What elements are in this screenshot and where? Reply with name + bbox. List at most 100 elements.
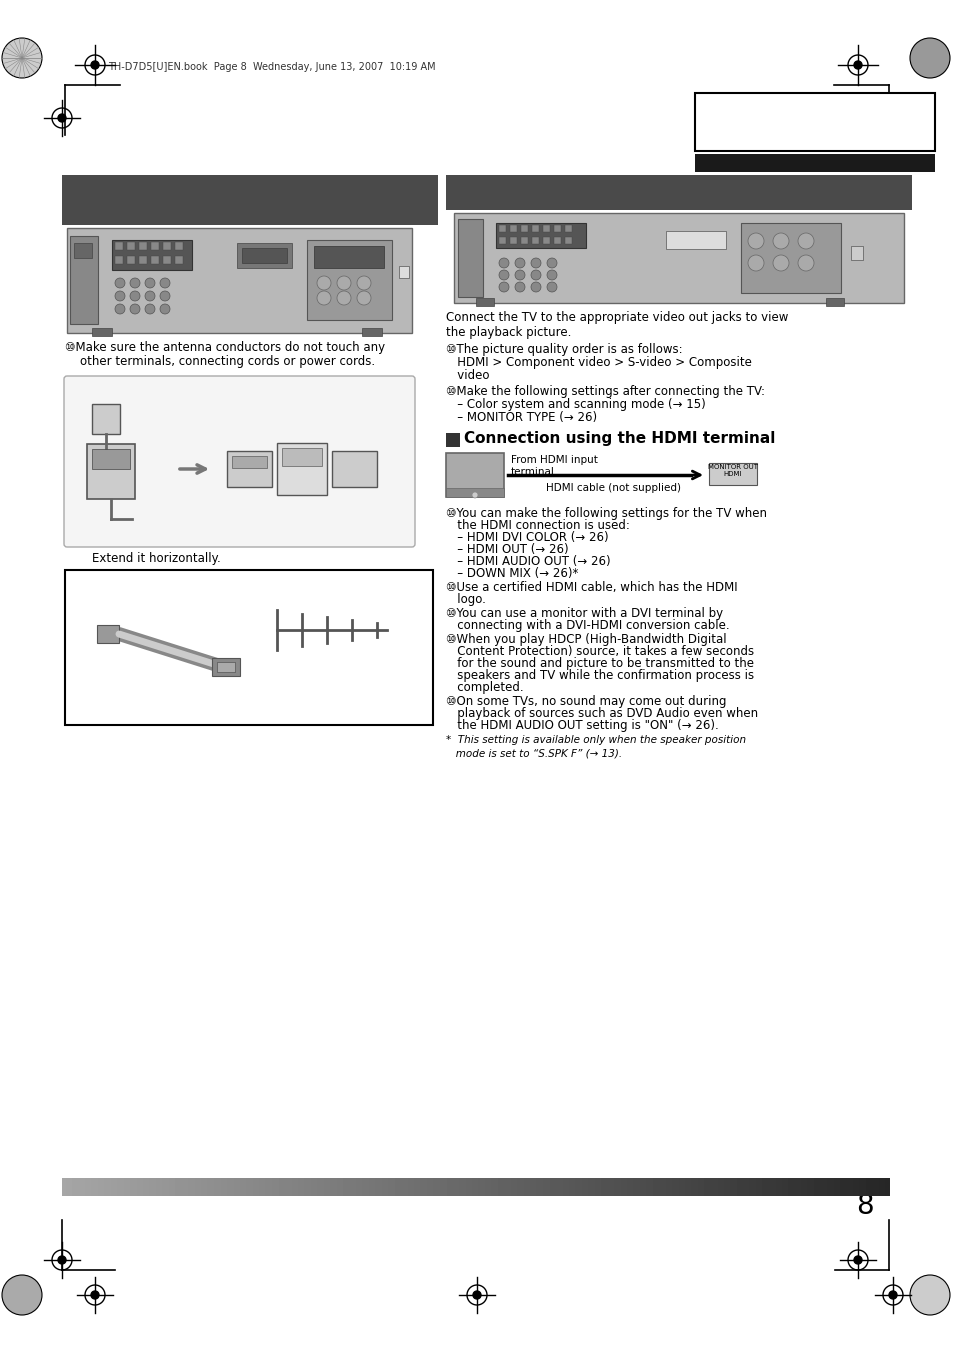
Text: ⑩On some TVs, no sound may come out during: ⑩On some TVs, no sound may come out duri… bbox=[446, 695, 726, 707]
Circle shape bbox=[498, 258, 509, 269]
Bar bbox=[91, 450, 130, 468]
Text: Connecting the AM and FM
antennas: Connecting the AM and FM antennas bbox=[69, 180, 313, 212]
Text: Standard type (75 Ω
coaxial) connector: Standard type (75 Ω coaxial) connector bbox=[71, 670, 177, 691]
Circle shape bbox=[145, 292, 154, 301]
Text: ⑩You can use a monitor with a DVI terminal by: ⑩You can use a monitor with a DVI termin… bbox=[446, 608, 722, 620]
Bar bbox=[476, 298, 494, 306]
Circle shape bbox=[853, 61, 862, 69]
Circle shape bbox=[316, 292, 331, 305]
Circle shape bbox=[888, 1291, 896, 1299]
Circle shape bbox=[58, 113, 66, 122]
Bar bbox=[532, 225, 538, 232]
Circle shape bbox=[356, 275, 371, 290]
Bar bbox=[282, 448, 322, 466]
Bar bbox=[542, 225, 550, 232]
Text: ⑩Use a certified HDMI cable, which has the HDMI: ⑩Use a certified HDMI cable, which has t… bbox=[446, 580, 737, 594]
Circle shape bbox=[2, 38, 42, 78]
Circle shape bbox=[130, 304, 140, 315]
Circle shape bbox=[316, 275, 331, 290]
Text: Do not connect the power cord
until all other connections have
been made.: Do not connect the power cord until all … bbox=[700, 99, 898, 132]
Text: *  This setting is available only when the speaker position: * This setting is available only when th… bbox=[446, 734, 745, 745]
Text: speakers and TV while the confirmation process is: speakers and TV while the confirmation p… bbox=[446, 670, 753, 682]
Bar bbox=[151, 242, 159, 250]
Bar bbox=[496, 223, 585, 248]
Bar bbox=[112, 240, 192, 270]
Text: HDMI > Component video > S-video > Composite: HDMI > Component video > S-video > Compo… bbox=[446, 356, 751, 369]
Bar bbox=[87, 444, 135, 500]
Circle shape bbox=[772, 234, 788, 248]
Bar bbox=[74, 243, 91, 258]
Bar bbox=[115, 256, 123, 265]
Circle shape bbox=[336, 292, 351, 305]
Bar bbox=[127, 256, 135, 265]
Bar bbox=[70, 236, 98, 324]
Text: FM outdoor antenna
(not supplied): FM outdoor antenna (not supplied) bbox=[252, 598, 356, 620]
Text: logo.: logo. bbox=[446, 593, 485, 606]
Circle shape bbox=[145, 278, 154, 288]
Text: ⑩You can make the following settings for the TV when: ⑩You can make the following settings for… bbox=[446, 508, 766, 520]
Circle shape bbox=[130, 278, 140, 288]
Text: – HDMI DVI COLOR (→ 26): – HDMI DVI COLOR (→ 26) bbox=[446, 531, 608, 544]
Text: Connection using the HDMI terminal: Connection using the HDMI terminal bbox=[463, 431, 775, 446]
Text: – HDMI OUT (→ 26): – HDMI OUT (→ 26) bbox=[446, 543, 568, 556]
Bar bbox=[454, 213, 903, 302]
Bar bbox=[174, 242, 183, 250]
Text: for the sound and picture to be transmitted to the: for the sound and picture to be transmit… bbox=[446, 657, 753, 670]
Text: Turn it until the best
reception is obtained.: Turn it until the best reception is obta… bbox=[262, 504, 383, 525]
Bar bbox=[216, 662, 234, 672]
Circle shape bbox=[145, 304, 154, 315]
Text: – DOWN MIX (→ 26)*: – DOWN MIX (→ 26)* bbox=[446, 567, 578, 580]
Bar bbox=[446, 176, 911, 211]
Circle shape bbox=[160, 304, 170, 315]
Text: playback of sources such as DVD Audio even when: playback of sources such as DVD Audio ev… bbox=[446, 707, 758, 720]
Circle shape bbox=[58, 1256, 66, 1264]
Bar bbox=[174, 256, 183, 265]
Bar bbox=[708, 463, 757, 485]
Bar bbox=[227, 451, 272, 487]
Text: FM antenna
(supplied): FM antenna (supplied) bbox=[124, 409, 193, 431]
Bar bbox=[67, 228, 412, 333]
Bar bbox=[127, 242, 135, 250]
Bar bbox=[554, 225, 560, 232]
Bar bbox=[91, 328, 112, 336]
Circle shape bbox=[336, 275, 351, 290]
Bar bbox=[91, 404, 120, 433]
Bar bbox=[740, 223, 841, 293]
Text: FM outdoor antenna cord
(not supplied): FM outdoor antenna cord (not supplied) bbox=[192, 701, 323, 722]
Text: ⑩Make sure the antenna conductors do not touch any: ⑩Make sure the antenna conductors do not… bbox=[65, 342, 385, 354]
Bar bbox=[850, 246, 862, 261]
Bar bbox=[139, 242, 147, 250]
Bar bbox=[236, 243, 292, 269]
Bar bbox=[446, 433, 459, 447]
Circle shape bbox=[473, 1291, 480, 1299]
Bar bbox=[510, 225, 517, 232]
Circle shape bbox=[747, 234, 763, 248]
Circle shape bbox=[531, 258, 540, 269]
Bar bbox=[564, 225, 572, 232]
Circle shape bbox=[515, 258, 524, 269]
Bar bbox=[163, 256, 171, 265]
Text: mode is set to “S.SPK F” (→ 13).: mode is set to “S.SPK F” (→ 13). bbox=[446, 748, 621, 757]
Bar bbox=[232, 456, 267, 468]
Bar bbox=[520, 238, 527, 244]
Circle shape bbox=[356, 292, 371, 305]
Text: Connect the TV to the appropriate video out jacks to view
the playback picture.: Connect the TV to the appropriate video … bbox=[446, 310, 787, 339]
Circle shape bbox=[546, 282, 557, 292]
Bar bbox=[695, 93, 934, 151]
Text: ⑩The picture quality order is as follows:: ⑩The picture quality order is as follows… bbox=[446, 343, 682, 356]
Circle shape bbox=[531, 270, 540, 279]
Text: other terminals, connecting cords or power cords.: other terminals, connecting cords or pow… bbox=[80, 355, 375, 369]
Text: For better FM reception: For better FM reception bbox=[71, 576, 230, 590]
Bar bbox=[65, 570, 433, 725]
Text: connecting with a DVI-HDMI conversion cable.: connecting with a DVI-HDMI conversion ca… bbox=[446, 620, 729, 632]
Circle shape bbox=[472, 491, 477, 498]
Circle shape bbox=[546, 270, 557, 279]
Text: – Color system and scanning mode (→ 15): – Color system and scanning mode (→ 15) bbox=[446, 398, 705, 410]
Bar bbox=[554, 238, 560, 244]
Bar bbox=[446, 454, 503, 497]
Bar bbox=[520, 225, 527, 232]
Bar bbox=[62, 176, 437, 225]
Bar bbox=[332, 451, 376, 487]
Text: Extend it horizontally.: Extend it horizontally. bbox=[91, 552, 220, 566]
Circle shape bbox=[115, 304, 125, 315]
